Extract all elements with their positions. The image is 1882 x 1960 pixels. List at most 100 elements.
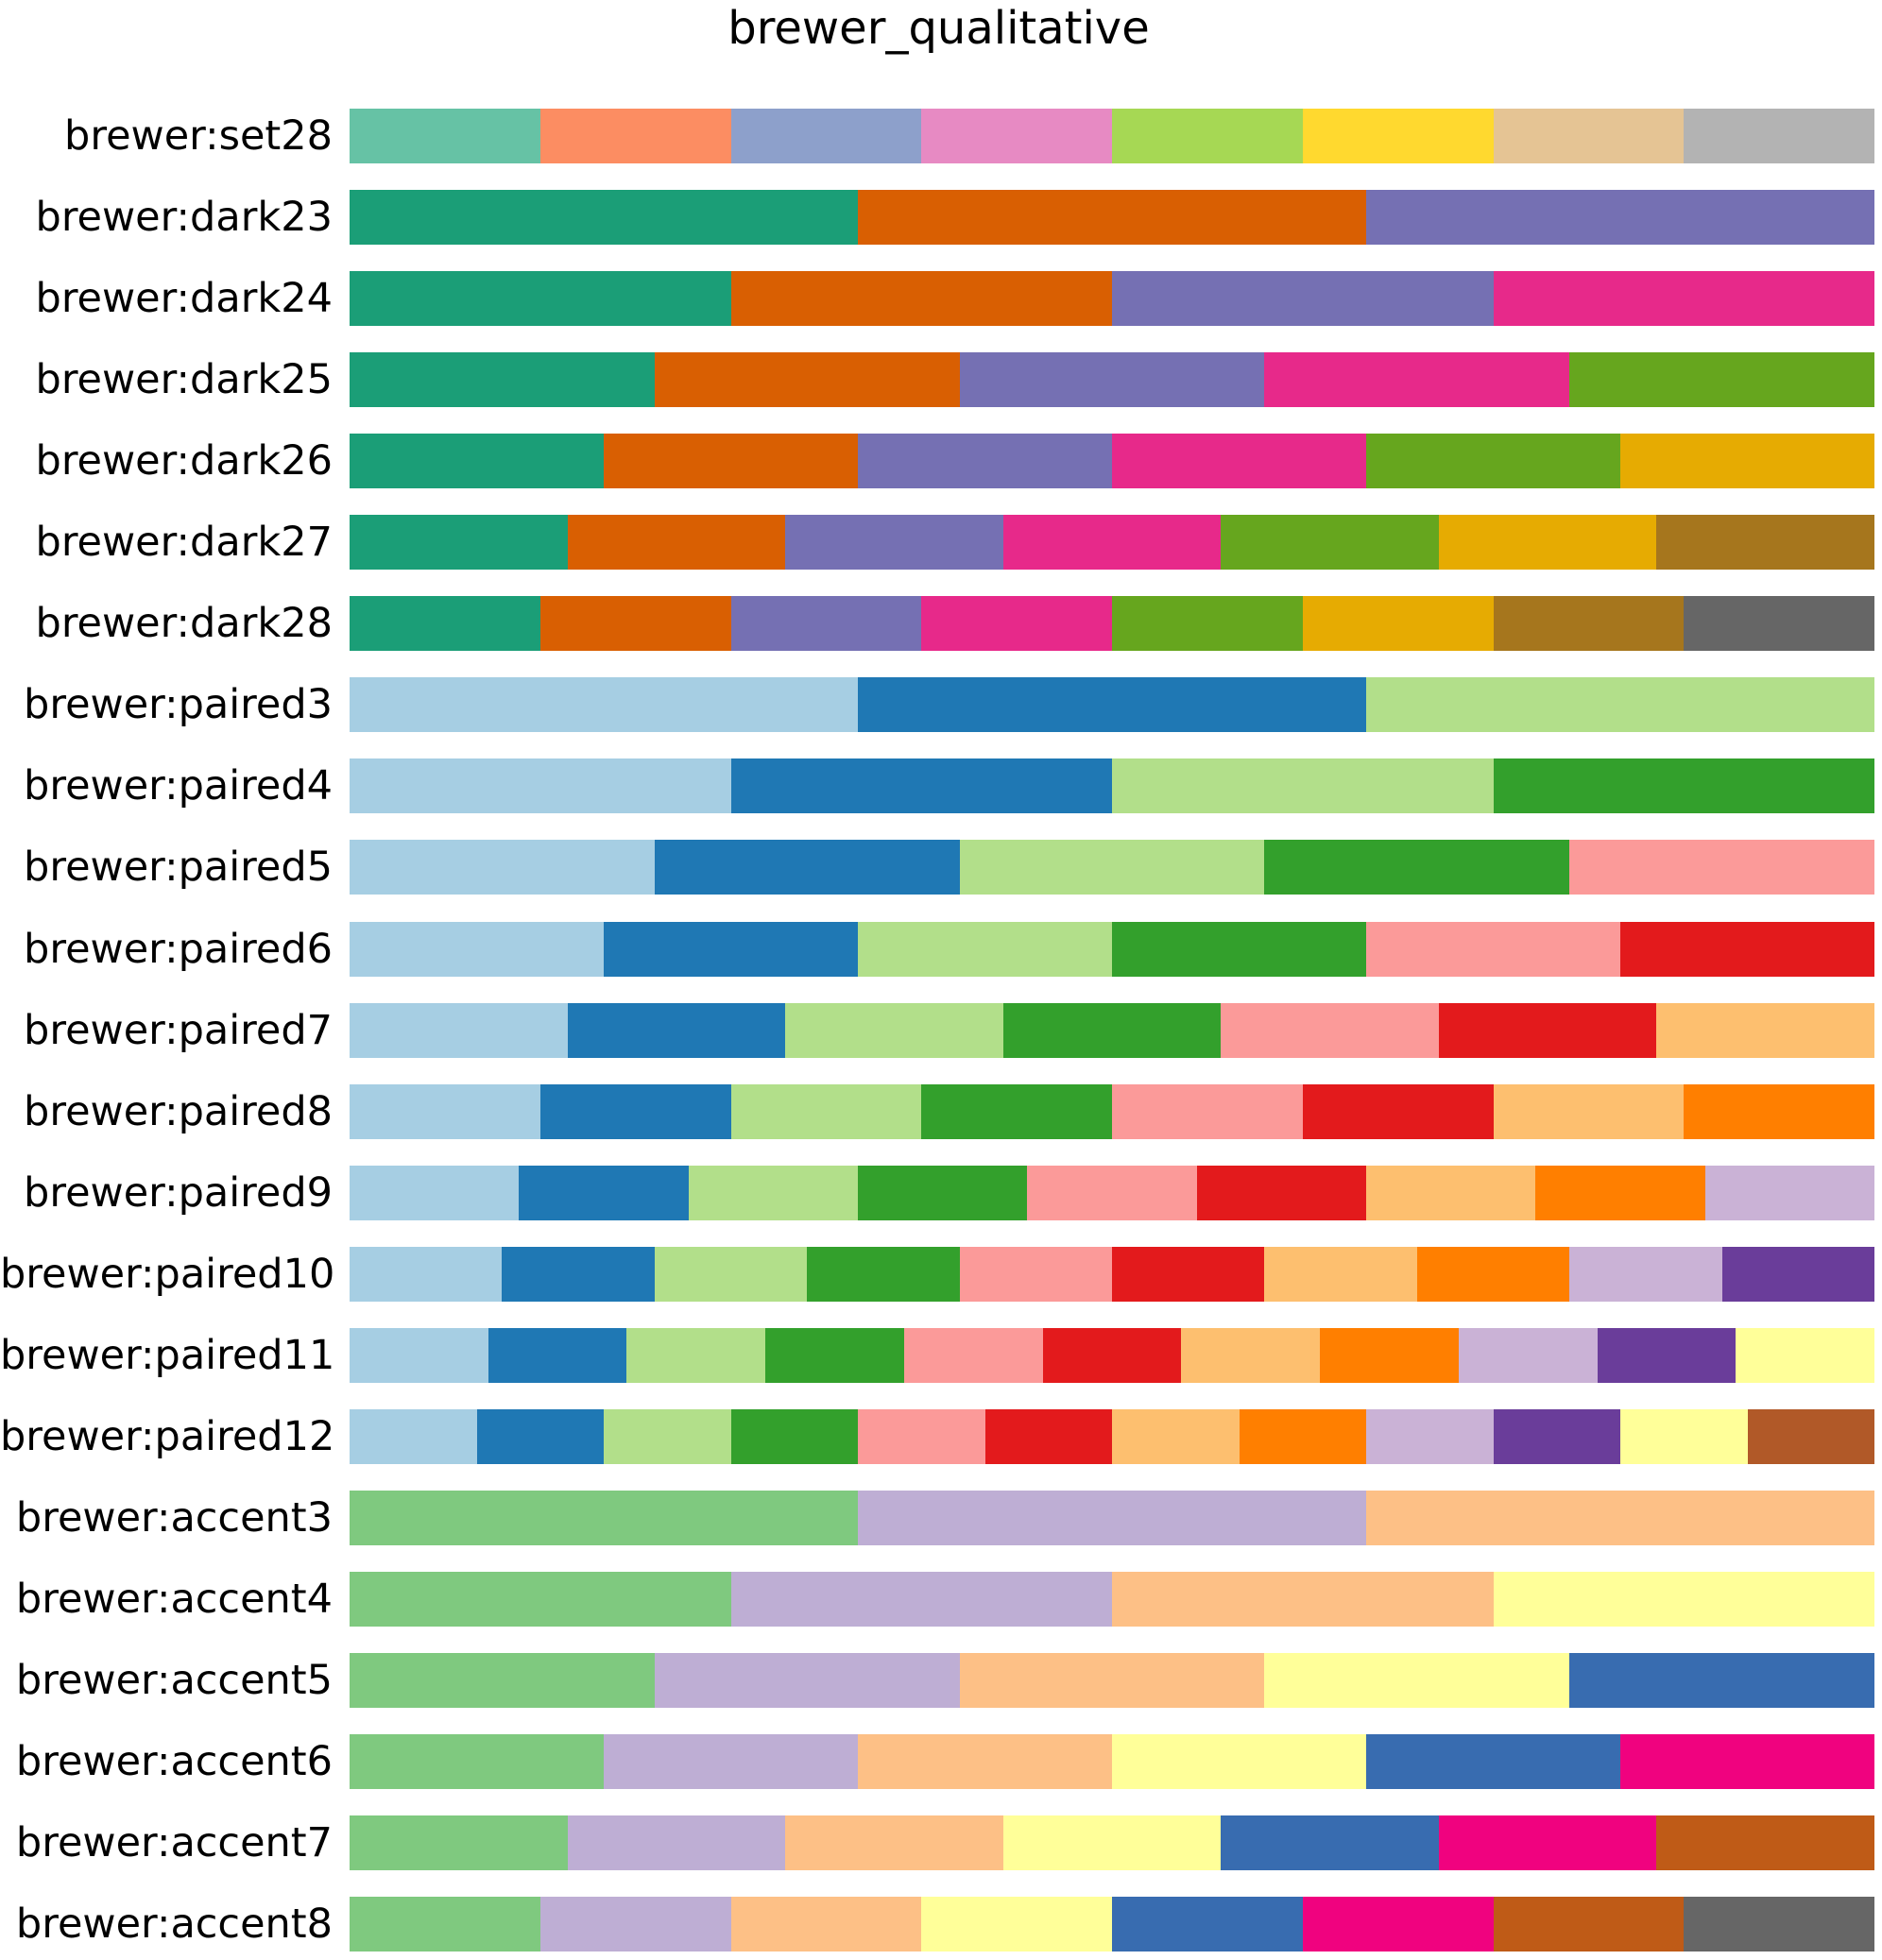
palette-bar [350, 1490, 1874, 1545]
palette-bar [350, 352, 1874, 408]
color-swatch [1597, 1327, 1737, 1383]
color-swatch [350, 515, 568, 571]
color-swatch [903, 1327, 1043, 1383]
color-swatch [858, 1490, 1366, 1545]
palette-row: brewer:paired10 [0, 1246, 1882, 1302]
color-swatch [1493, 271, 1874, 327]
palette-label: brewer:accent3 [15, 1493, 333, 1542]
color-swatch [350, 1734, 604, 1789]
palette-bar [350, 1815, 1875, 1870]
color-swatch [488, 1327, 627, 1383]
color-swatch [921, 1897, 1112, 1952]
color-swatch [539, 109, 731, 163]
color-swatch [1493, 1408, 1620, 1464]
color-swatch [350, 352, 655, 408]
palette-label: brewer:dark26 [35, 437, 333, 486]
color-swatch [1656, 1002, 1875, 1058]
color-swatch [959, 352, 1265, 408]
color-swatch [604, 434, 858, 489]
palette-row: brewer:dark28 [0, 596, 1882, 652]
color-swatch [1493, 109, 1685, 163]
color-swatch [1416, 1246, 1570, 1302]
color-swatch [1264, 1653, 1570, 1708]
color-swatch [1569, 352, 1874, 408]
palette-label: brewer:dark27 [35, 519, 333, 567]
color-swatch [350, 1083, 540, 1139]
palette-row: brewer:dark24 [0, 271, 1882, 327]
color-swatch [1112, 1734, 1366, 1789]
palette-row: brewer:accent6 [0, 1734, 1882, 1789]
color-swatch [1112, 1083, 1303, 1139]
color-swatch [1112, 596, 1303, 652]
color-swatch [350, 1408, 477, 1464]
color-swatch [730, 1408, 858, 1464]
color-swatch [1320, 1327, 1459, 1383]
color-swatch [1366, 921, 1620, 977]
color-swatch [350, 1246, 503, 1302]
color-swatch [350, 840, 655, 895]
color-swatch [1365, 1165, 1536, 1220]
palette-label: brewer:paired6 [24, 925, 333, 973]
palette-bar [350, 109, 1874, 163]
palette-bar [350, 271, 1874, 327]
color-swatch [857, 1165, 1028, 1220]
palette-label: brewer:set28 [64, 112, 333, 160]
color-swatch [1366, 1734, 1620, 1789]
color-swatch [1239, 1408, 1366, 1464]
palette-bar [350, 1408, 1874, 1464]
palette-bar [350, 515, 1875, 571]
color-swatch [858, 921, 1112, 977]
palette-label: brewer:paired7 [24, 1006, 333, 1054]
palette-bar [350, 840, 1874, 895]
palette-row: brewer:paired3 [0, 677, 1882, 733]
palette-bar [350, 677, 1874, 733]
color-swatch [350, 1571, 731, 1627]
color-swatch [959, 840, 1265, 895]
color-swatch [1112, 271, 1494, 327]
color-swatch [1181, 1327, 1321, 1383]
color-swatch [1002, 515, 1222, 571]
color-swatch [1221, 1002, 1439, 1058]
color-swatch [567, 515, 786, 571]
color-swatch [1366, 677, 1874, 733]
palette-row: brewer:paired9 [0, 1165, 1882, 1220]
color-swatch [730, 1897, 922, 1952]
palette-bar [350, 434, 1874, 489]
palette-row: brewer:accent8 [0, 1897, 1882, 1952]
palette-row: brewer:paired12 [0, 1408, 1882, 1464]
palette-row: brewer:paired6 [0, 921, 1882, 977]
color-swatch [858, 1408, 985, 1464]
palette-bar [350, 1165, 1874, 1220]
color-swatch [1264, 840, 1570, 895]
palette-row: brewer:accent3 [0, 1490, 1882, 1545]
palette-row: brewer:dark26 [0, 434, 1882, 489]
color-swatch [1366, 190, 1874, 246]
palette-row: brewer:paired7 [0, 1002, 1882, 1058]
color-swatch [1112, 109, 1303, 163]
color-swatch [959, 1653, 1265, 1708]
color-swatch [539, 596, 731, 652]
palette-label: brewer:accent4 [15, 1575, 333, 1623]
color-swatch [959, 1246, 1113, 1302]
palette-bar [350, 1897, 1874, 1952]
color-swatch [1684, 1083, 1874, 1139]
color-swatch [984, 1408, 1112, 1464]
palette-label: brewer:paired9 [24, 1168, 333, 1217]
color-swatch [1366, 1490, 1874, 1545]
color-swatch [730, 1083, 922, 1139]
color-swatch [1112, 1408, 1240, 1464]
palette-label: brewer:accent8 [15, 1900, 333, 1949]
color-swatch [1620, 921, 1874, 977]
color-swatch [858, 1734, 1112, 1789]
palette-label: brewer:paired10 [0, 1250, 335, 1298]
color-swatch [1112, 1246, 1265, 1302]
palette-bar [350, 190, 1874, 246]
chart-title: brewer_qualitative [727, 2, 1150, 55]
color-swatch [519, 1165, 689, 1220]
palette-label: brewer:dark23 [35, 194, 333, 242]
color-swatch [654, 840, 960, 895]
color-swatch [604, 1408, 731, 1464]
color-swatch [350, 677, 858, 733]
color-swatch [1438, 1815, 1657, 1870]
color-swatch [626, 1327, 766, 1383]
